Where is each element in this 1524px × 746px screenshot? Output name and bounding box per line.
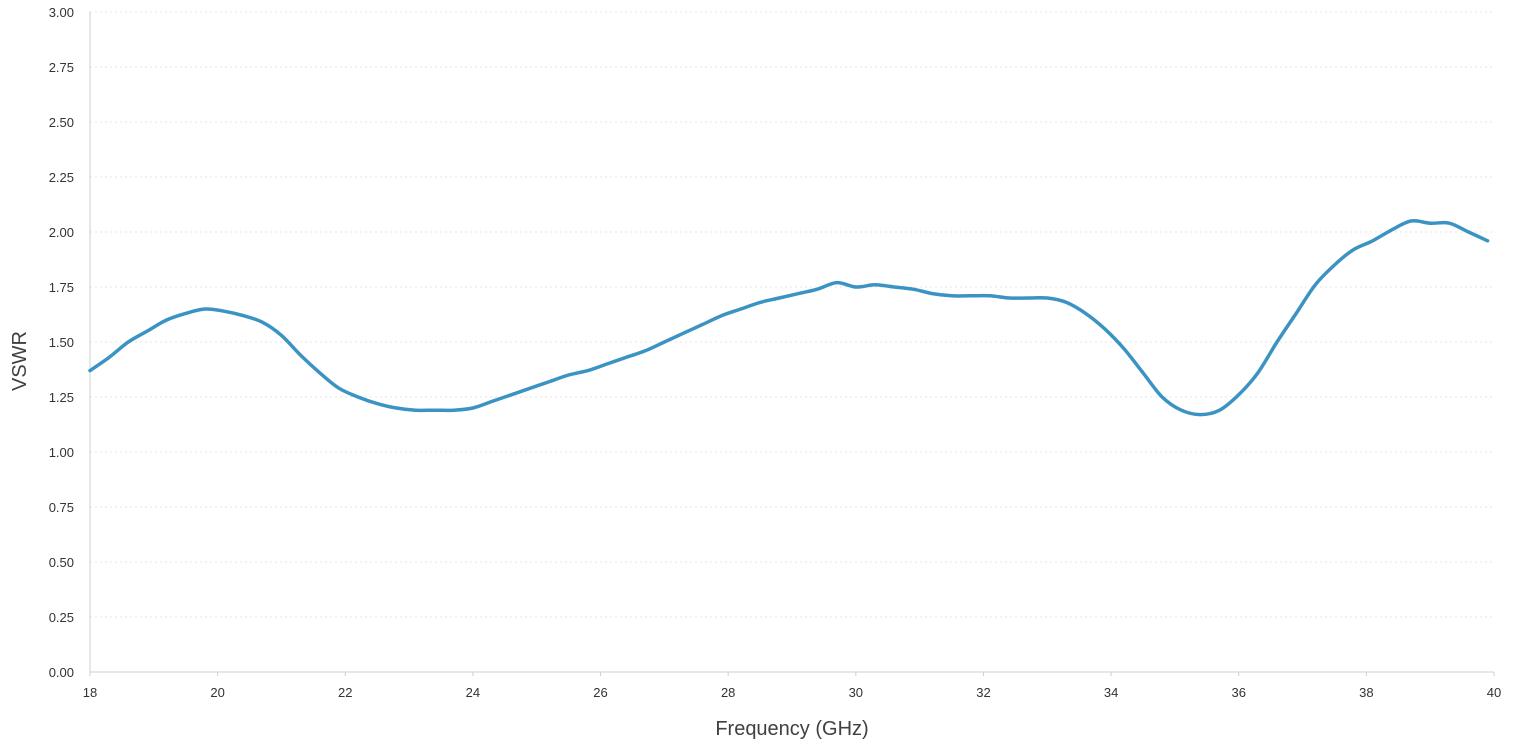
x-tick-label: 22 bbox=[338, 685, 352, 700]
y-tick-label: 1.50 bbox=[49, 335, 74, 350]
x-tick-label: 38 bbox=[1359, 685, 1373, 700]
y-tick-label: 0.25 bbox=[49, 610, 74, 625]
y-tick-label: 3.00 bbox=[49, 5, 74, 20]
y-tick-label: 0.00 bbox=[49, 665, 74, 680]
y-tick-label: 0.75 bbox=[49, 500, 74, 515]
axis-layer bbox=[89, 12, 1495, 676]
y-axis-title: VSWR bbox=[9, 331, 31, 391]
label-layer: 0.00 0.25 0.50 0.75 1.00 1.25 1.50 1.75 2.00 2.25… bbox=[49, 5, 1502, 700]
x-tick-label: 30 bbox=[849, 685, 863, 700]
y-tick-label: 2.00 bbox=[49, 225, 74, 240]
x-axis-title: Frequency (GHz) bbox=[715, 718, 868, 740]
y-tick-label: 1.25 bbox=[49, 390, 74, 405]
x-tick-label: 26 bbox=[593, 685, 607, 700]
x-tick-label: 34 bbox=[1104, 685, 1118, 700]
y-tick-label: 1.75 bbox=[49, 280, 74, 295]
x-tick-label: 36 bbox=[1231, 685, 1245, 700]
y-tick-label: 2.50 bbox=[49, 115, 74, 130]
grid-layer bbox=[90, 11, 1494, 673]
y-tick-label: 2.25 bbox=[49, 170, 74, 185]
x-tick-label: 28 bbox=[721, 685, 735, 700]
x-tick-label: 24 bbox=[466, 685, 480, 700]
series-line bbox=[88, 219, 1490, 417]
y-tick-label: 0.50 bbox=[49, 555, 74, 570]
x-tick-label: 18 bbox=[83, 685, 97, 700]
x-tick-label: 32 bbox=[976, 685, 990, 700]
x-tick-label: 20 bbox=[210, 685, 224, 700]
series-layer bbox=[88, 219, 1490, 417]
x-tick-label: 40 bbox=[1487, 685, 1501, 700]
y-tick-label: 1.00 bbox=[49, 445, 74, 460]
y-tick-label: 2.75 bbox=[49, 60, 74, 75]
